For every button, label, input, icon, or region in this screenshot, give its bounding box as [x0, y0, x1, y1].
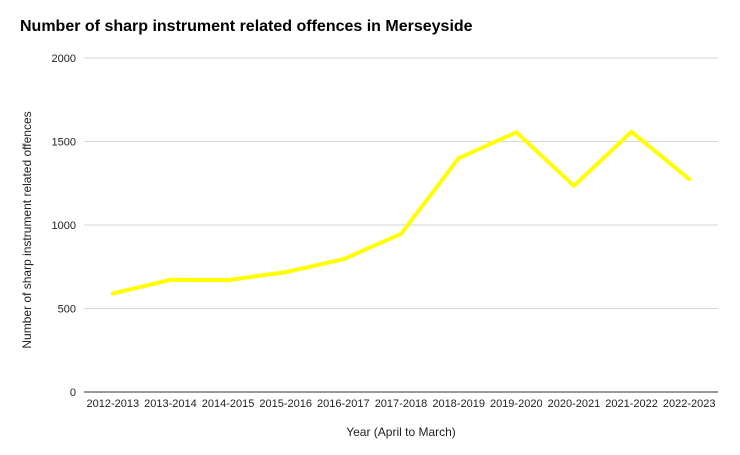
data-point: [571, 183, 576, 188]
x-tick-label: 2021-2022: [605, 398, 658, 410]
x-tick-label: 2016-2017: [317, 398, 370, 410]
data-point: [110, 291, 115, 296]
x-tick-label: 2013-2014: [144, 398, 197, 410]
x-axis-label: Year (April to March): [346, 425, 456, 439]
data-point: [341, 257, 346, 262]
y-tick-label: 1500: [52, 137, 76, 149]
series-line: [112, 129, 691, 296]
chart-title: Number of sharp instrument related offen…: [20, 18, 473, 35]
series-layer: [110, 129, 692, 296]
data-point: [629, 129, 634, 134]
gridlines: [84, 57, 718, 393]
x-tick-label: 2020-2021: [548, 398, 601, 410]
x-tick-label: 2015-2016: [259, 398, 312, 410]
y-tick-label: 0: [70, 387, 76, 399]
data-point: [687, 177, 692, 182]
y-tick-label: 500: [58, 304, 76, 316]
x-tick-labels: 2012-2013 2013-2014 2014-2015 2015-2016 2016…: [87, 398, 716, 410]
y-tick-labels: 0 500 1000 1500 2000: [52, 53, 76, 399]
y-axis-label: Number of sharp instrument related offen…: [20, 111, 34, 348]
data-point: [456, 156, 461, 161]
x-tick-label: 2017-2018: [375, 398, 428, 410]
y-tick-label: 1000: [52, 220, 76, 232]
x-tick-label: 2022-2023: [663, 398, 716, 410]
data-point: [283, 270, 288, 275]
data-point: [514, 130, 519, 135]
x-tick-label: 2012-2013: [87, 398, 140, 410]
data-point: [399, 231, 403, 236]
y-tick-label: 2000: [52, 53, 76, 65]
x-tick-label: 2018-2019: [432, 398, 485, 410]
x-tick-label: 2014-2015: [202, 398, 255, 410]
data-point: [226, 278, 231, 283]
data-point: [168, 277, 173, 282]
x-tick-label: 2019-2020: [490, 398, 543, 410]
